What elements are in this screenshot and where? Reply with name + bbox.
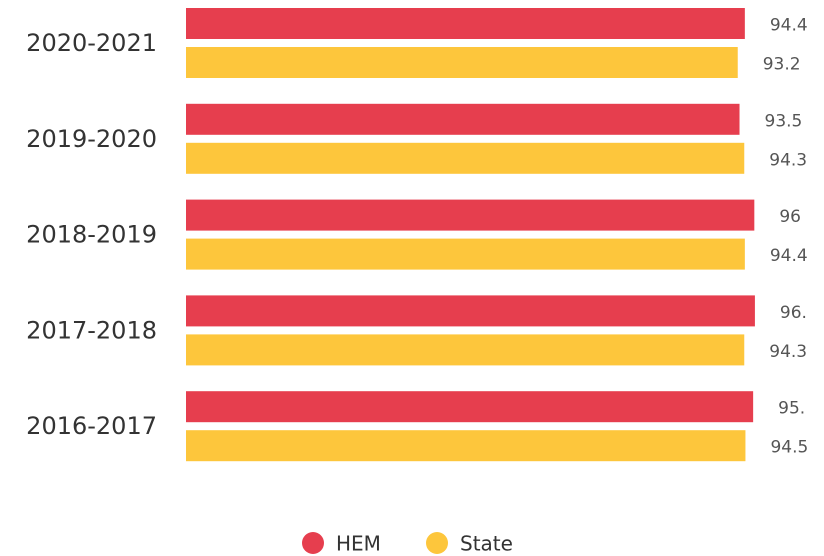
legend-label: HEM [336, 532, 381, 556]
value-label: 95. [778, 399, 805, 419]
bar [186, 199, 755, 231]
category-label: 2020-2021 [26, 29, 157, 57]
bar [186, 103, 740, 135]
value-label: 93.2 [763, 55, 801, 75]
value-label: 94.3 [769, 150, 807, 170]
bar [186, 142, 745, 174]
legend-label: State [460, 532, 513, 556]
category-label: 2016-2017 [26, 412, 157, 440]
bar [186, 334, 745, 366]
category-label: 2017-2018 [26, 316, 157, 344]
bar [186, 391, 754, 423]
value-label: 94.4 [770, 246, 808, 266]
bar [186, 8, 745, 39]
legend-swatch [302, 532, 324, 554]
value-label: 94.5 [770, 438, 808, 458]
bar [186, 430, 746, 462]
bar [186, 295, 755, 327]
bar [186, 238, 745, 270]
value-label: 94.3 [769, 342, 807, 362]
legend-swatch [426, 532, 448, 554]
value-label: 93.5 [765, 111, 803, 131]
category-label: 2018-2019 [26, 221, 157, 249]
value-label: 96. [780, 303, 807, 323]
category-label: 2019-2020 [26, 125, 157, 153]
value-label: 96 [779, 207, 801, 227]
value-label: 94.4 [770, 16, 808, 36]
bar [186, 47, 738, 78]
